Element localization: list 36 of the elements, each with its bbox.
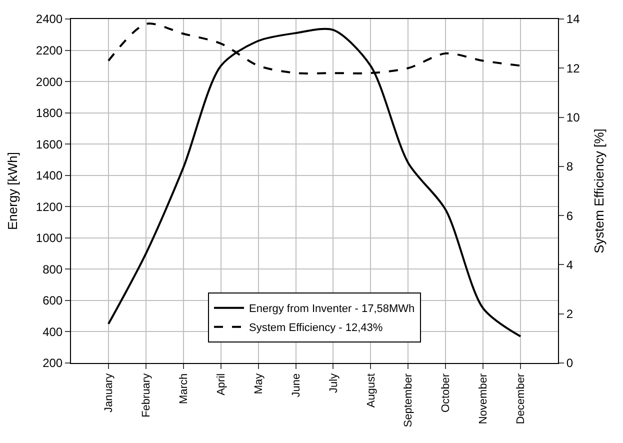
x-tick-label: July <box>328 372 340 393</box>
x-tick-label: April <box>215 373 228 396</box>
y-tick-label: 1600 <box>36 137 63 152</box>
y-tick-label: 400 <box>42 324 63 339</box>
x-tick-label: October <box>440 373 452 413</box>
y-tick-label: 1400 <box>36 168 63 183</box>
x-tick-label: June <box>290 373 302 398</box>
y2-tick-label: 4 <box>566 258 574 272</box>
y-tick-label: 2200 <box>36 43 63 58</box>
y-tick-label: 2400 <box>36 12 63 26</box>
y-tick-label: 1000 <box>36 231 63 246</box>
y-tick-label: 1200 <box>36 200 63 214</box>
y-tick-label: 600 <box>42 294 63 308</box>
y2-tick-label: 14 <box>566 12 580 26</box>
x-tick-label: March <box>178 373 190 404</box>
x-tick-label: November <box>478 373 490 424</box>
y-tick-label: 2000 <box>36 74 63 89</box>
x-tick-label: August <box>365 373 378 408</box>
y-axis-title: Energy [kWh] <box>4 152 20 230</box>
x-tick-label: February <box>140 372 152 418</box>
x-tick-label: December <box>515 373 528 424</box>
x-tick-label: May <box>252 372 265 394</box>
legend-label: Energy from Inventer - 17,58MWh <box>249 303 415 316</box>
y-tick-label: 200 <box>42 356 63 370</box>
y-tick-label: 1800 <box>36 106 63 120</box>
y2-tick-label: 6 <box>566 208 574 223</box>
y2-tick-label: 10 <box>566 110 580 124</box>
y2-tick-label: 0 <box>566 356 574 370</box>
y2-tick-label: 2 <box>566 307 574 322</box>
y2-tick-label: 8 <box>566 160 574 174</box>
x-tick-label: January <box>103 372 116 413</box>
x-tick-label: September <box>402 373 415 428</box>
legend-label: System Efficiency - 12,43% <box>249 322 383 334</box>
y2-tick-label: 12 <box>566 61 580 76</box>
y-tick-label: 800 <box>42 262 63 276</box>
y2-axis-title: System Efficiency [%] <box>592 128 607 254</box>
